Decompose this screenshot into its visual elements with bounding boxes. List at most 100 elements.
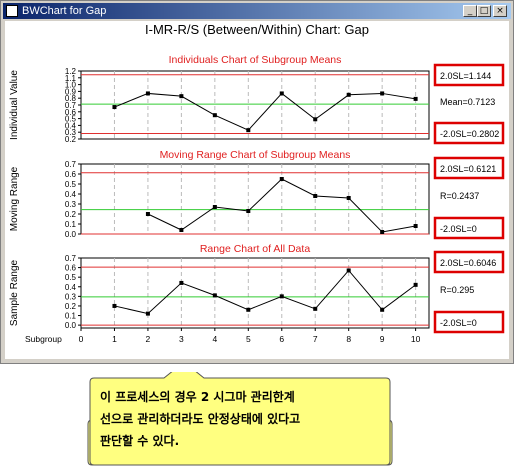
data-point [179, 280, 184, 285]
y-tick-label: 0.3 [65, 200, 77, 209]
y-tick-label: 0.5 [65, 115, 77, 124]
y-axis-label: Moving Range [9, 166, 20, 231]
x-tick-label: 4 [212, 334, 217, 344]
panel-frame [80, 257, 430, 329]
y-tick-label: 0.6 [65, 170, 77, 179]
series-line [114, 92, 416, 131]
ucl-highlight-box [433, 250, 505, 274]
data-point [212, 113, 217, 118]
data-point [413, 224, 418, 228]
ucl-label: 2.0SL=0.6046 [440, 258, 496, 268]
chart-window: BWChart for Gap _ □ × I-MR-R/S (Between/… [0, 0, 514, 364]
panel-3: Range Chart of All Data0.00.10.20.30.40.… [9, 243, 505, 334]
data-point [112, 303, 117, 308]
y-tick-label: 0.2 [65, 135, 77, 144]
center-label: R=0.2437 [440, 191, 479, 201]
x-tick-label: 8 [346, 334, 351, 344]
center-label: Mean=0.7123 [440, 97, 495, 107]
y-axis-label: Individual Value [9, 70, 20, 140]
y-tick-label: 0.6 [65, 264, 77, 273]
y-tick-label: 0.1 [65, 312, 77, 321]
data-point [380, 230, 385, 234]
data-point [346, 92, 351, 97]
lcl-label: -2.0SL=0 [440, 224, 477, 234]
y-tick-label: 0.0 [65, 321, 77, 330]
y-tick-label: 0.6 [65, 108, 77, 117]
data-point [145, 91, 150, 96]
y-tick-label: 0.3 [65, 292, 77, 301]
close-button[interactable]: × [493, 5, 507, 17]
lcl-label: -2.0SL=0.2802 [440, 129, 499, 139]
data-point [112, 105, 117, 110]
series-line [114, 269, 416, 315]
callout-line-3: 판단할 수 있다. [100, 434, 180, 448]
panel-title: Range Chart of All Data [200, 243, 310, 255]
ucl-highlight-box [433, 63, 505, 87]
y-tick-label: 0.2 [65, 210, 77, 219]
panel-2: Moving Range Chart of Subgroup Means0.00… [9, 149, 505, 240]
data-point [313, 306, 318, 311]
panel-frame [80, 163, 430, 235]
x-axis-label: Subgroup [25, 334, 62, 344]
chart-svg: I-MR-R/S (Between/Within) Chart: Gap Ind… [9, 22, 505, 344]
ucl-highlight-box [433, 156, 505, 180]
y-tick-label: 0.7 [65, 254, 77, 263]
data-point [346, 268, 351, 273]
data-point [179, 94, 184, 99]
data-point [246, 128, 251, 133]
app-icon [6, 5, 18, 17]
y-tick-label: 0.2 [65, 302, 77, 311]
data-point [246, 209, 251, 213]
chart-area: I-MR-R/S (Between/Within) Chart: Gap Ind… [5, 21, 509, 359]
chart-title: I-MR-R/S (Between/Within) Chart: Gap [145, 22, 369, 37]
y-tick-label: 0.5 [65, 273, 77, 282]
y-tick-label: 1.2 [65, 67, 77, 76]
ucl-label: 2.0SL=0.6121 [440, 164, 496, 174]
ucl-label: 2.0SL=1.144 [440, 71, 491, 81]
y-tick-label: 0.7 [65, 160, 77, 169]
y-tick-label: 0.9 [65, 87, 77, 96]
data-point [279, 294, 284, 299]
x-tick-label: 1 [112, 334, 117, 344]
window-title: BWChart for Gap [22, 5, 107, 17]
callout-text: 이 프로세스의 경우 2 시그마 관리한계 선으로 관리하더라도 안정상태에 있… [100, 386, 390, 452]
data-point [179, 228, 184, 232]
y-tick-label: 1.0 [65, 81, 77, 90]
callout-line-2: 선으로 관리하더라도 안정상태에 있다고 [100, 412, 301, 426]
lcl-label: -2.0SL=0 [440, 318, 477, 328]
x-tick-label: 5 [246, 334, 251, 344]
panel-1: Individuals Chart of Subgroup Means 0.2 0.… [9, 54, 505, 145]
y-tick-label: 0.0 [65, 230, 77, 239]
y-tick-label: 0.1 [65, 220, 77, 229]
panel-title: Individuals Chart of Subgroup Means [169, 54, 342, 66]
data-point [212, 293, 217, 298]
lcl-highlight-box [433, 121, 505, 145]
panel-frame [80, 70, 430, 140]
x-tick-label: 6 [279, 334, 284, 344]
x-tick-label: 2 [146, 334, 151, 344]
data-point [346, 196, 351, 200]
data-point [246, 307, 251, 312]
data-point [279, 177, 284, 181]
x-tick-label: 0 [79, 334, 84, 344]
x-tick-label: 3 [179, 334, 184, 344]
y-tick-label: 0.8 [65, 94, 77, 103]
center-label: R=0.295 [440, 285, 474, 295]
data-point [380, 91, 385, 96]
data-point [313, 194, 318, 198]
maximize-button[interactable]: □ [477, 5, 491, 17]
title-bar[interactable]: BWChart for Gap _ □ × [3, 3, 511, 19]
y-tick-label: 0.7 [65, 101, 77, 110]
data-point [279, 91, 284, 96]
y-tick-label: 1.1 [65, 74, 77, 83]
x-tick-label: 9 [380, 334, 385, 344]
lcl-highlight-box [433, 216, 505, 240]
minimize-button[interactable]: _ [463, 5, 477, 17]
y-tick-label: 0.5 [65, 180, 77, 189]
lcl-highlight-box [433, 310, 505, 334]
data-point [145, 212, 150, 216]
y-tick-label: 0.4 [65, 190, 77, 199]
panel-title: Moving Range Chart of Subgroup Means [160, 149, 351, 161]
data-point [212, 205, 217, 209]
callout-line-1: 이 프로세스의 경우 2 시그마 관리한계 [100, 390, 295, 404]
